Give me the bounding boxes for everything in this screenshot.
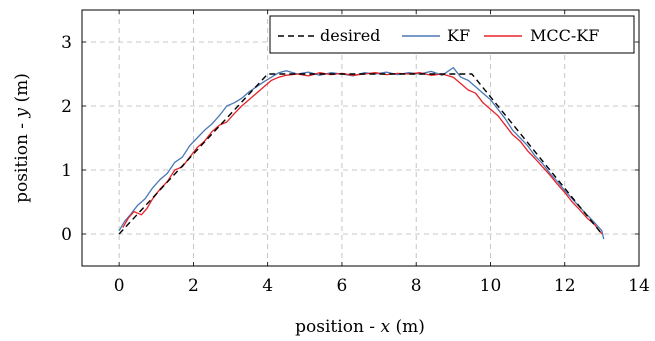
ticks [82,10,640,266]
plot-frame [81,9,640,267]
x-tick-label: 6 [337,276,348,296]
x-tick-label: 10 [480,276,502,296]
x-tick-label: 0 [114,276,125,296]
legend-label-kf: KF [447,26,470,45]
series-line-kf [118,66,605,240]
y-axis-label: position - y (m) [12,73,32,203]
legend-label-mcc-kf: MCC-KF [530,26,599,45]
y-tick-label: 2 [61,97,72,117]
x-tick-label: 12 [554,276,576,296]
x-tick-label: 4 [262,276,273,296]
x-tick-label: 14 [628,276,650,296]
legend: desired KF MCC-KF [269,15,635,54]
y-tick-label: 3 [61,33,72,53]
series-line-desired [118,73,603,235]
x-tick-label: 2 [188,276,199,296]
x-tick-label: 8 [411,276,422,296]
legend-label-desired: desired [320,26,380,45]
series-layer [118,66,605,240]
legend-box [269,15,635,54]
y-tick-label: 1 [61,161,72,181]
y-tick-label: 0 [61,225,72,245]
x-axis-label: position - x (m) [295,317,425,337]
